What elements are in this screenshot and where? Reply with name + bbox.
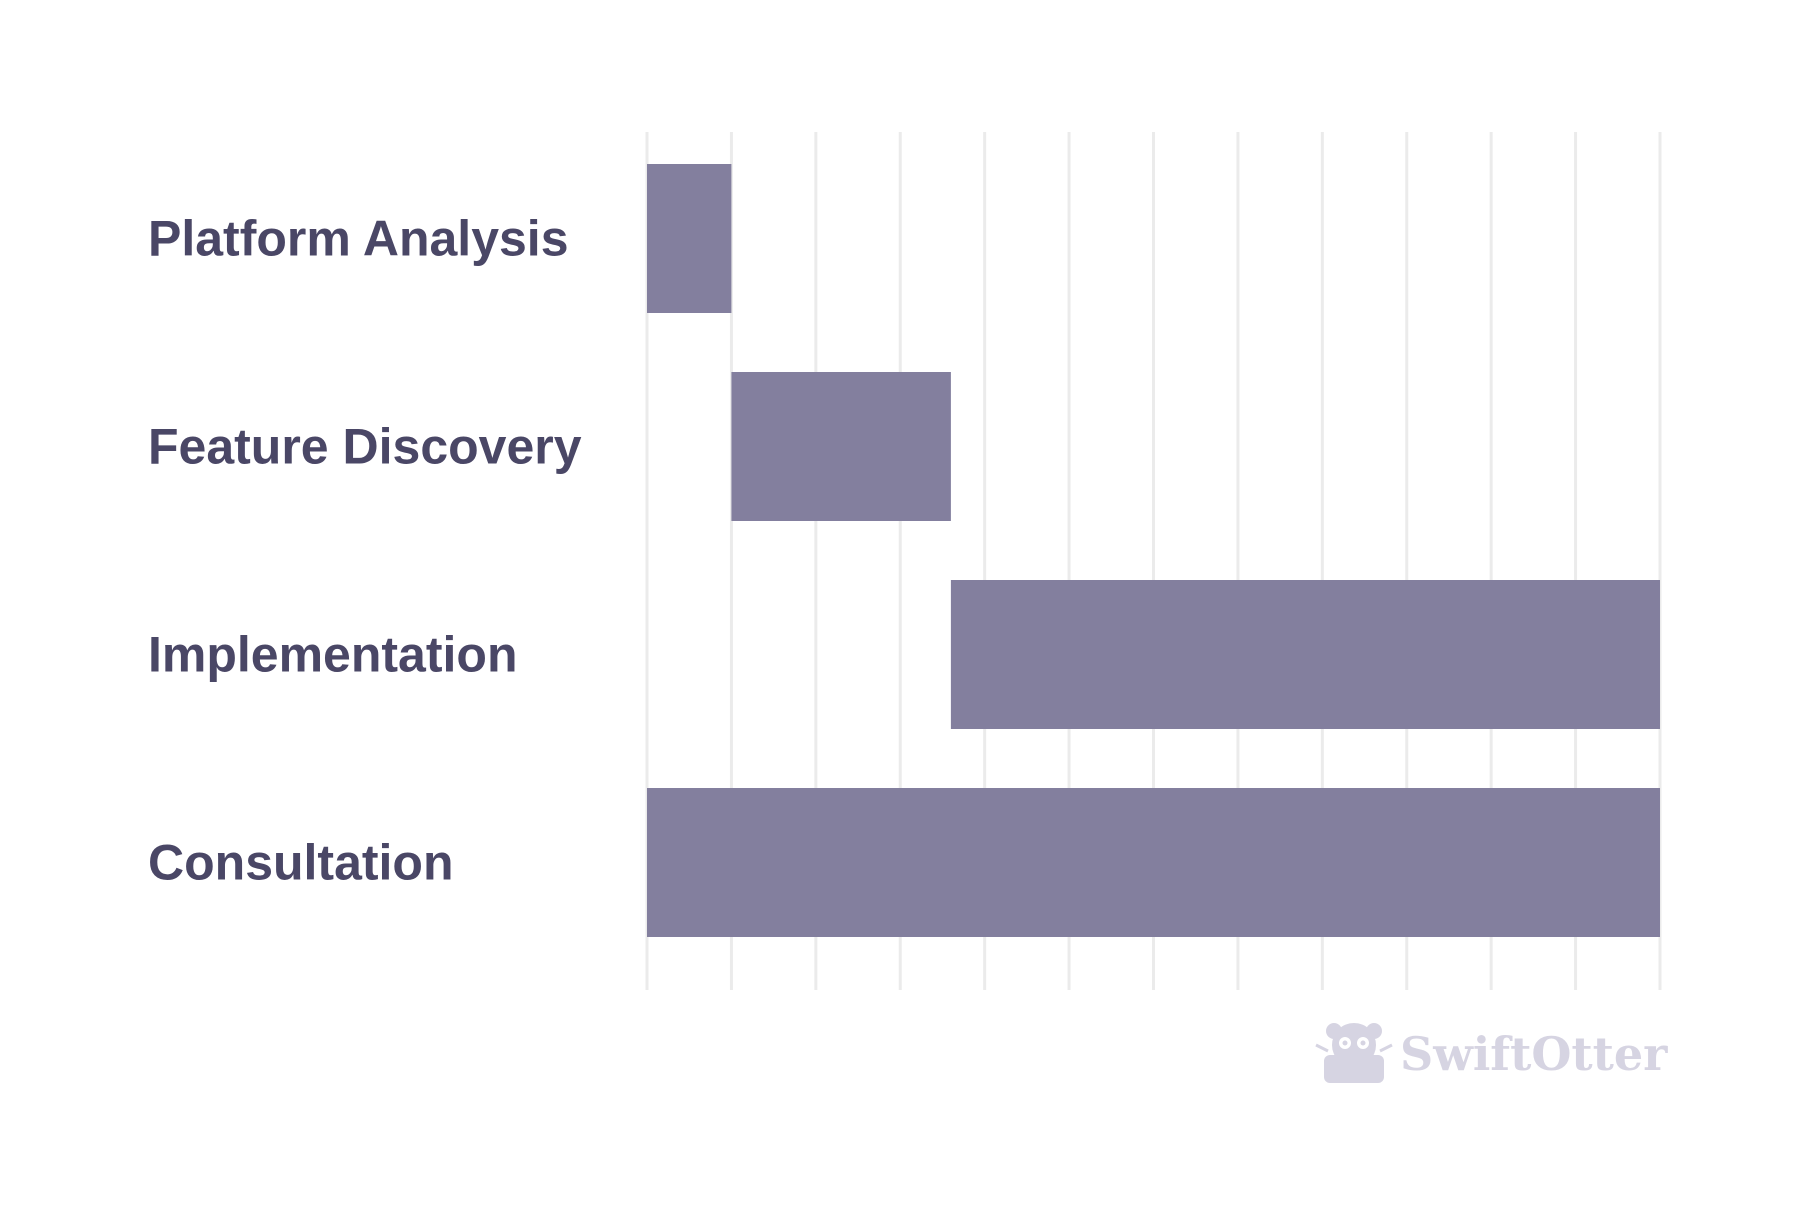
swiftotter-watermark: SwiftOtter	[1315, 1023, 1668, 1083]
gantt-bar	[647, 164, 732, 313]
otter-body	[1324, 1055, 1384, 1083]
task-label: Platform Analysis	[148, 211, 569, 267]
bars-layer	[647, 164, 1660, 937]
otter-pupil-left	[1342, 1040, 1348, 1046]
watermark-text: SwiftOtter	[1400, 1027, 1668, 1081]
otter-ear-left	[1326, 1023, 1342, 1039]
task-label: Feature Discovery	[148, 419, 582, 475]
otter-pupil-right	[1360, 1040, 1366, 1046]
gantt-bar	[731, 372, 951, 521]
gantt-bar	[950, 580, 1660, 729]
otter-ear-right	[1366, 1023, 1382, 1039]
gantt-bar	[647, 788, 1660, 937]
task-label: Consultation	[148, 835, 454, 891]
otter-whiskers	[1315, 1043, 1393, 1053]
otter-icon	[1315, 1023, 1393, 1083]
task-label: Implementation	[148, 627, 517, 683]
labels-layer: Platform Analysis Feature Discovery Implem…	[148, 211, 582, 891]
